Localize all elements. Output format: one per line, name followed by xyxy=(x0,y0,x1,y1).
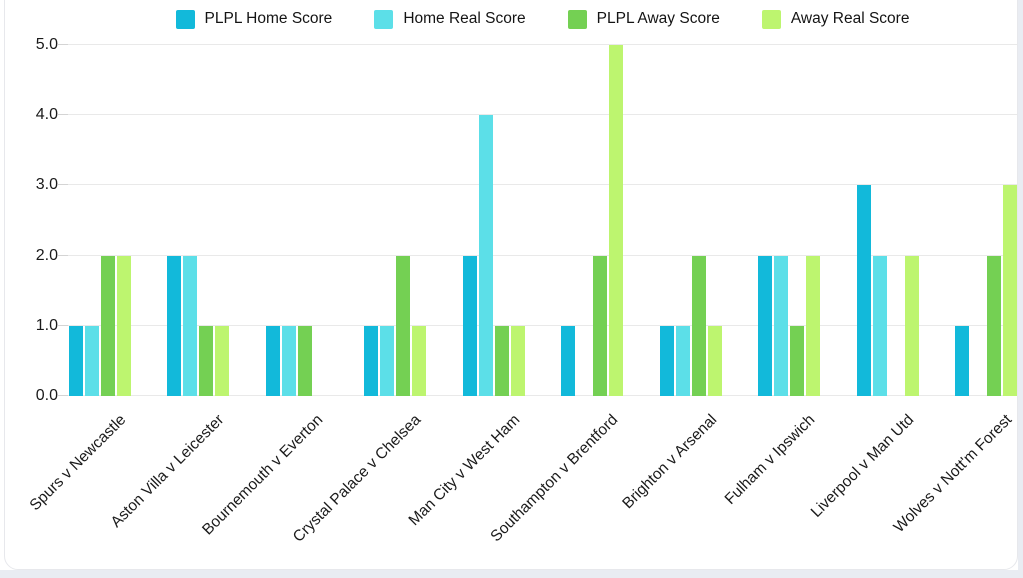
y-tick-label: 2.0 xyxy=(35,246,58,264)
y-tick-label: 5.0 xyxy=(35,36,58,53)
y-tick-mark xyxy=(58,395,68,396)
page-background-bottom xyxy=(0,570,1023,578)
bar xyxy=(856,185,871,396)
bar xyxy=(510,325,525,396)
bar-group-0 xyxy=(69,45,131,396)
legend-item-0[interactable]: PLPL Home Score xyxy=(175,9,333,29)
bar xyxy=(183,255,198,396)
bar xyxy=(364,325,379,396)
bar xyxy=(872,255,887,396)
bar xyxy=(675,325,690,396)
chart-legend: PLPL Home Score Home Real Score PLPL Away … xyxy=(68,7,1017,31)
gridline xyxy=(68,184,1017,186)
bar xyxy=(494,325,509,396)
bar xyxy=(561,325,576,396)
y-tick-label: 0.0 xyxy=(35,387,58,404)
bar xyxy=(478,115,493,396)
bar-group-8 xyxy=(856,45,919,396)
bar-group-7 xyxy=(758,45,821,396)
y-axis-labels: 0.0 1.0 2.0 3.0 4.0 5.0 xyxy=(0,37,58,404)
bar xyxy=(659,325,674,396)
bar xyxy=(101,255,115,396)
bar-group-5 xyxy=(561,45,624,396)
page-background-right xyxy=(1018,0,1023,578)
bar xyxy=(691,255,706,396)
bar xyxy=(281,325,296,396)
bar-group-3 xyxy=(364,45,427,396)
bar xyxy=(986,255,1001,396)
gridline xyxy=(68,44,1017,45)
y-tick-label: 3.0 xyxy=(35,176,58,194)
bar xyxy=(707,325,722,396)
bar-series-container xyxy=(68,45,1017,396)
gridline xyxy=(68,395,1017,396)
gridline xyxy=(68,254,1017,256)
legend-label: PLPL Home Score xyxy=(204,10,333,27)
bar xyxy=(396,255,411,396)
x-axis-labels: Spurs v Newcastle Aston Villa v Leicester… xyxy=(27,396,1017,578)
bar xyxy=(85,325,99,396)
x-category-label: Fulham v Ipswich xyxy=(721,411,819,508)
bar-group-4 xyxy=(462,45,525,396)
legend-item-3[interactable]: Away Real Score xyxy=(761,9,910,29)
bar xyxy=(904,255,919,396)
legend-label: Away Real Score xyxy=(790,10,910,27)
bar xyxy=(297,325,312,396)
y-tick-mark xyxy=(58,254,68,256)
bar xyxy=(199,325,214,396)
gridline xyxy=(68,114,1017,116)
legend-label: PLPL Away Score xyxy=(596,10,720,27)
legend-label: Home Real Score xyxy=(403,10,526,27)
y-tick-mark xyxy=(58,324,68,326)
y-tick-mark xyxy=(58,184,68,186)
bar xyxy=(380,325,395,396)
bar xyxy=(117,255,131,396)
bar xyxy=(954,325,969,396)
x-category-label: Man City v West Ham xyxy=(405,411,524,530)
bar xyxy=(758,255,773,396)
bar xyxy=(593,255,608,396)
bar-group-6 xyxy=(659,45,722,396)
bar xyxy=(69,325,83,396)
bar xyxy=(462,255,477,396)
bar xyxy=(774,255,789,396)
legend-item-2[interactable]: PLPL Away Score xyxy=(567,9,720,29)
bar-group-1 xyxy=(167,45,230,396)
legend-item-1[interactable]: Home Real Score xyxy=(374,9,526,29)
x-category-label: Liverpool v Man Utd xyxy=(807,411,918,521)
bar xyxy=(412,325,427,396)
bar xyxy=(609,45,624,396)
gridline xyxy=(68,324,1017,326)
y-tick-label: 4.0 xyxy=(35,106,58,124)
bar xyxy=(1002,185,1017,396)
plot-area xyxy=(58,44,1017,396)
bar-group-9 xyxy=(954,45,1017,396)
bar xyxy=(167,255,182,396)
bar xyxy=(790,325,805,396)
legend-swatch-icon xyxy=(567,9,587,29)
legend-swatch-icon xyxy=(374,9,394,29)
bar-group-2 xyxy=(265,45,328,396)
bar xyxy=(215,325,230,396)
y-tick-label: 1.0 xyxy=(35,316,58,334)
bar xyxy=(265,325,280,396)
y-tick-mark xyxy=(58,114,68,116)
y-tick-mark xyxy=(58,44,68,45)
bar xyxy=(806,255,821,396)
legend-swatch-icon xyxy=(761,9,781,29)
x-category-label: Aston Villa v Leicester xyxy=(107,411,228,531)
legend-swatch-icon xyxy=(175,9,195,29)
x-category-label: Brighton v Arsenal xyxy=(619,411,721,513)
